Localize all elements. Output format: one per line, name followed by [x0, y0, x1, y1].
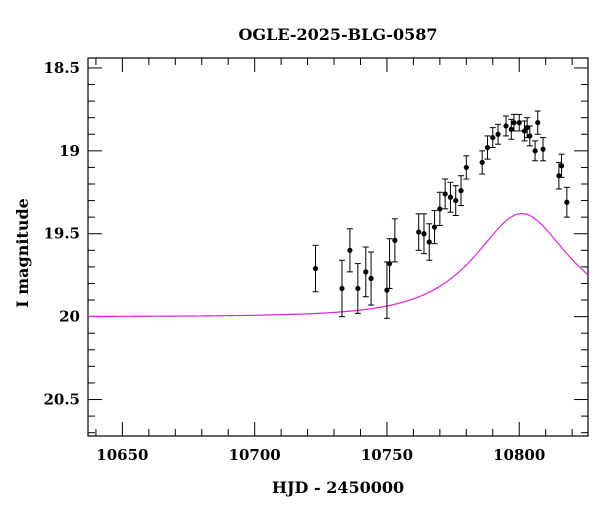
data-point-with-error: [479, 150, 486, 175]
data-point: [421, 231, 427, 237]
data-point: [347, 247, 353, 253]
data-points-group: [312, 110, 570, 319]
data-point-with-error: [386, 238, 393, 289]
data-point: [535, 120, 541, 126]
x-tick-label: 10750: [361, 446, 413, 464]
data-point: [431, 224, 438, 230]
y-axis-label: I magnitude: [13, 198, 32, 308]
data-point: [458, 188, 464, 194]
data-point: [564, 199, 570, 205]
data-point: [416, 229, 422, 235]
plot-frame: [87, 57, 589, 437]
data-point: [368, 275, 374, 282]
data-point: [503, 123, 509, 129]
data-point: [363, 269, 369, 275]
model-curve-group: [88, 213, 589, 317]
y-tick-label: 19.5: [43, 225, 80, 243]
data-point: [495, 131, 501, 137]
data-point: [355, 285, 361, 292]
data-point-with-error: [452, 185, 459, 216]
data-point: [484, 144, 491, 151]
chart-title: OGLE-2025-BLG-0587: [238, 25, 437, 44]
data-point-with-error: [534, 110, 541, 135]
data-point-with-error: [563, 186, 570, 218]
data-point-with-error: [415, 213, 422, 251]
data-point: [516, 120, 522, 126]
data-point-with-error: [516, 113, 523, 132]
data-point: [511, 120, 517, 126]
data-point: [558, 163, 565, 169]
data-point-with-error: [510, 113, 517, 132]
data-point: [386, 260, 393, 267]
data-point: [540, 146, 546, 152]
data-point-with-error: [426, 223, 433, 261]
data-point-with-error: [447, 181, 454, 213]
data-point-with-error: [368, 251, 375, 306]
data-point-with-error: [391, 218, 398, 263]
data-point-with-error: [532, 140, 539, 162]
data-point-with-error: [346, 228, 353, 273]
data-point-with-error: [338, 259, 345, 318]
data-point-with-error: [540, 137, 547, 162]
data-point-with-error: [420, 213, 427, 255]
data-point-with-error: [508, 118, 515, 140]
x-tick-label: 10650: [96, 446, 148, 464]
data-point: [453, 197, 459, 204]
data-point-with-error: [383, 261, 390, 319]
x-tick-label: 10800: [493, 446, 545, 464]
data-point-with-error: [312, 244, 319, 293]
data-point: [490, 134, 496, 141]
data-point: [392, 237, 398, 243]
data-point-with-error: [558, 153, 565, 178]
data-point: [527, 133, 533, 139]
data-point: [532, 148, 538, 154]
x-axis-label: HJD - 2450000: [272, 478, 404, 497]
data-point: [312, 265, 319, 272]
data-point: [437, 206, 443, 212]
x-tick-label: 10700: [229, 446, 281, 464]
data-point: [339, 285, 345, 292]
data-point-with-error: [362, 246, 369, 298]
data-point-with-error: [484, 135, 491, 160]
y-tick-label: 19: [59, 142, 80, 160]
data-point: [463, 164, 469, 171]
data-point: [479, 159, 485, 166]
data-point-with-error: [526, 125, 533, 147]
axis-ticks: 10650 10700 10750 10800 18.5 19 19.5 20 20.5: [43, 58, 588, 464]
y-tick-label: 18.5: [43, 59, 80, 77]
data-point: [442, 191, 448, 197]
data-point: [447, 194, 454, 200]
data-point-with-error: [354, 263, 361, 314]
model-curve: [88, 213, 589, 317]
y-tick-label: 20.5: [43, 391, 80, 409]
data-point-with-error: [489, 127, 496, 149]
data-point-with-error: [442, 178, 449, 210]
data-point-with-error: [436, 191, 443, 226]
data-point-with-error: [495, 123, 502, 145]
data-point-with-error: [458, 175, 465, 207]
data-point: [426, 239, 432, 245]
y-tick-label: 20: [59, 308, 80, 326]
data-point-with-error: [502, 115, 509, 137]
data-point-with-error: [431, 210, 438, 245]
data-point-with-error: [463, 155, 470, 180]
